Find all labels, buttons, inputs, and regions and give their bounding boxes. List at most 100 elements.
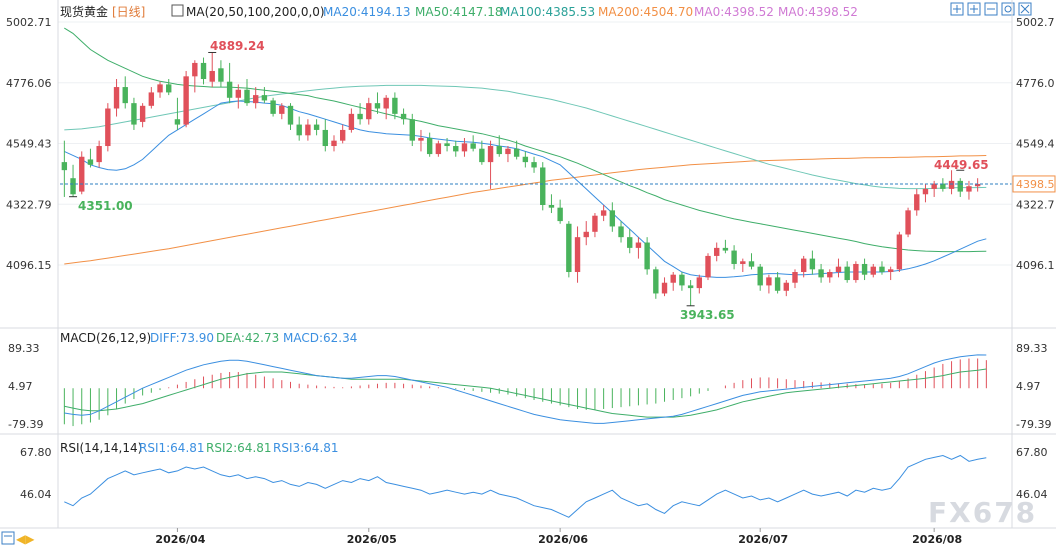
candle-body (357, 113, 363, 120)
candle-body (70, 178, 76, 195)
date-range-icon[interactable] (1, 531, 15, 545)
indicator-toggle-icon[interactable] (171, 4, 184, 17)
price-axis-right: 5002.7 4776.0 4549.4 4322.7 4096.1 (1016, 16, 1055, 272)
candle-body (435, 143, 442, 155)
x-tick-label: 2026/05 (347, 533, 397, 546)
candle-body (392, 97, 398, 114)
candle-body (974, 183, 981, 187)
candle-body (339, 129, 346, 141)
candle-body (522, 156, 529, 163)
candle-body (279, 105, 285, 114)
annotation-recent-high: 4449.65 (934, 158, 989, 172)
price-tick-label: 4322.79 (6, 198, 52, 211)
candle-body (139, 105, 146, 122)
price-tick-label-right: 4549.4 (1016, 138, 1055, 151)
candle-body (174, 119, 181, 125)
x-tick-label: 2026/06 (538, 533, 588, 546)
crosshair-icon[interactable] (950, 2, 964, 16)
watermark: FX678 (928, 496, 1037, 529)
candle-body (305, 124, 311, 136)
candle-body (870, 266, 876, 275)
candle-body (714, 247, 720, 256)
candle-body (531, 162, 537, 168)
price-grid (58, 21, 1012, 266)
candle-body (505, 148, 511, 155)
candle-body (226, 81, 233, 98)
ma100-value: MA100:4385.53 (500, 5, 595, 19)
macd-title: MACD(26,12,9) (60, 331, 151, 345)
macd-lines (64, 354, 987, 424)
rsi-tick-label: 46.04 (20, 488, 52, 501)
candle-body (583, 231, 589, 238)
ma20-value: MA20:4194.13 (323, 5, 411, 19)
candle-body (513, 148, 520, 157)
candle-body (896, 234, 903, 270)
candle-body (418, 137, 424, 141)
candle-body (148, 92, 155, 106)
candle-body (374, 103, 381, 109)
candle-body (922, 188, 929, 195)
macd-diff-value: DIFF:73.90 (150, 331, 214, 345)
candle-body (426, 137, 433, 155)
candle-body (209, 70, 215, 82)
price-tick-label-right: 4776.0 (1016, 77, 1055, 90)
candle-body (557, 207, 563, 222)
x-tick-label: 2026/04 (155, 533, 205, 546)
candle-body (957, 180, 963, 192)
symbol-label: 现货黄金 (60, 4, 108, 19)
macd-header: MACD(26,12,9) DIFF:73.90 DEA:42.73 MACD:… (60, 331, 357, 345)
candle-body (940, 183, 946, 189)
macd-tick-label: 89.33 (8, 342, 40, 355)
rsi2-value: RSI2:64.81 (206, 441, 272, 455)
candle-body (383, 97, 389, 109)
rsi-line (64, 454, 987, 518)
rsi-tick-label-right: 67.80 (1016, 446, 1048, 459)
rsi3-value: RSI3:64.81 (273, 441, 339, 455)
close-icon[interactable] (1018, 2, 1032, 16)
macd-histogram (63, 358, 987, 427)
rsi-axis-right: 67.80 46.04 (1016, 446, 1048, 501)
candle-body (540, 167, 546, 205)
macd-axis-right: 89.33 4.97 -79.39 (1016, 342, 1051, 431)
rsi-axis-left: 67.80 46.04 (20, 446, 52, 501)
candle-body (748, 261, 755, 267)
ma200-value: MA200:4504.70 (598, 5, 693, 19)
price-tick-label: 5002.71 (6, 16, 52, 29)
candle-body (235, 89, 242, 98)
candle-body (79, 156, 85, 192)
settings-icon[interactable] (1001, 2, 1015, 16)
candle-body (113, 87, 120, 109)
candle-body (548, 204, 555, 208)
price-tick-label: 4096.15 (6, 259, 52, 272)
candle-body (470, 143, 476, 149)
candle-body (722, 247, 729, 251)
candle-body (687, 285, 694, 289)
annotation-high: 4889.24 (210, 39, 265, 53)
candle-body (253, 95, 259, 104)
rsi-header: RSI(14,14,14) RSI1:64.81 RSI2:64.81 RSI3… (60, 441, 339, 455)
candle-body (809, 258, 816, 270)
candle-body (861, 263, 868, 275)
candle-body (600, 210, 607, 216)
rsi-tick-label: 67.80 (20, 446, 52, 459)
candle-body (879, 266, 885, 273)
candle-body (948, 180, 955, 189)
candle-body (853, 263, 859, 281)
date-picker-button[interactable]: ◀▶ (16, 532, 35, 546)
candle-body (400, 113, 407, 120)
candle-body (800, 258, 807, 273)
period-label[interactable]: [日线] (112, 5, 145, 19)
macd-tick-label: 4.97 (8, 380, 33, 393)
x-tick-label: 2026/07 (738, 533, 788, 546)
candle-body (200, 62, 207, 80)
candle-body (409, 119, 415, 141)
zoom-out-icon[interactable] (984, 2, 998, 16)
candle-body (87, 159, 94, 165)
ma-label: MA(20,50,100,200,0,0) (186, 5, 325, 19)
price-tick-label-right: 4322.7 (1016, 198, 1055, 211)
macd-value: MACD:62.34 (283, 331, 357, 345)
zoom-in-icon[interactable] (967, 2, 981, 16)
candle-body (670, 274, 676, 283)
candle-body (835, 266, 842, 273)
